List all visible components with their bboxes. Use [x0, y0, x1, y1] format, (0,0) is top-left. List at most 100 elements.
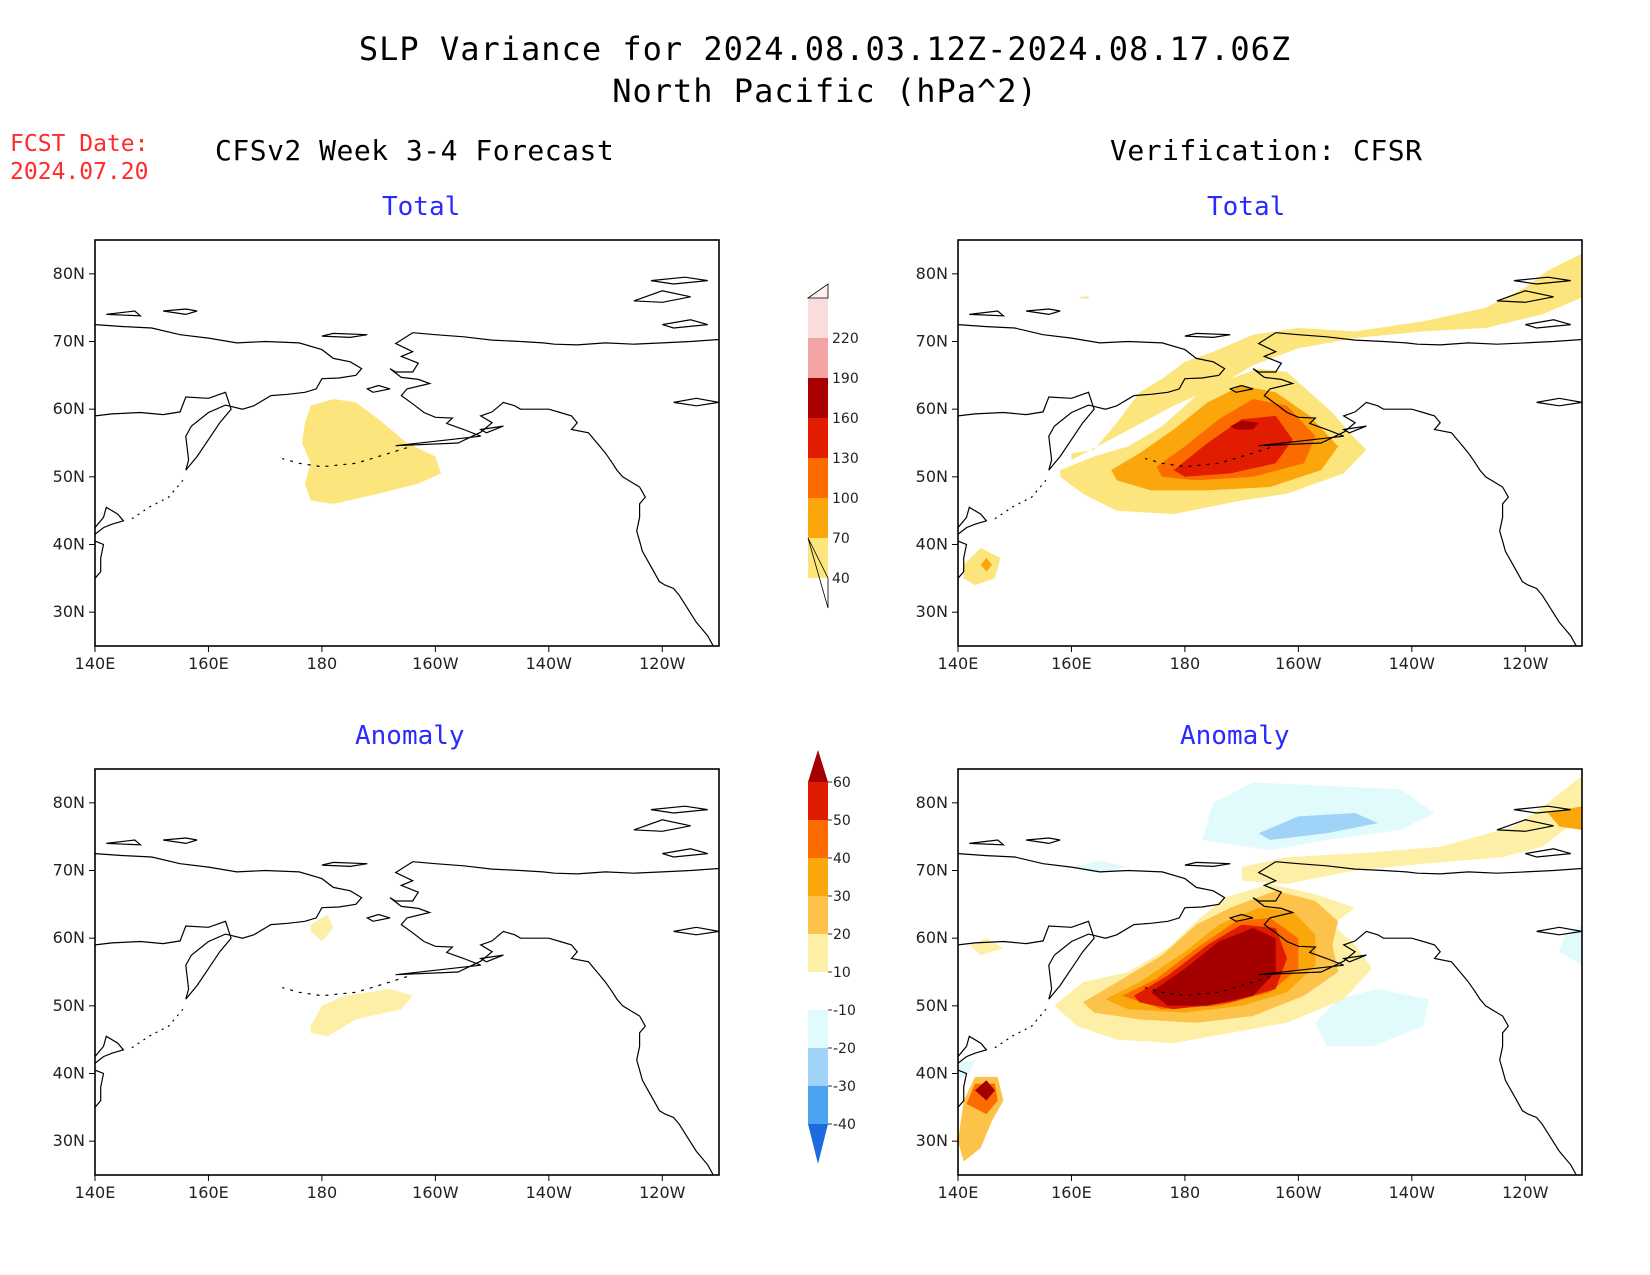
- verif-anomaly-subtitle: Anomaly: [1180, 721, 1290, 751]
- vt-lon-tick-label: 160E: [1051, 654, 1092, 673]
- ft-lat-tick-label: 40N: [53, 535, 85, 554]
- vt-lat-tick-label: 80N: [916, 264, 948, 283]
- total-colorbar-label: 130: [832, 451, 859, 467]
- coast-island-7: [365, 913, 391, 922]
- coast-island-2: [1496, 819, 1554, 832]
- anomaly-colorbar-label: 60: [833, 775, 851, 791]
- coast-island-3: [662, 848, 708, 858]
- coast-island-0: [163, 308, 198, 316]
- ft-frame: [94, 239, 720, 647]
- total-colorbar-label: 70: [832, 531, 850, 547]
- total-colorbar-label: 190: [832, 371, 859, 387]
- coast-island-5: [1536, 926, 1582, 936]
- coast-island-6: [1184, 332, 1231, 339]
- coast-island-8: [478, 954, 504, 963]
- fa-lat-tick-label: 30N: [53, 1131, 85, 1150]
- vt-coastline: [958, 276, 1582, 646]
- va-pos-10-okhotsk: [969, 938, 1004, 956]
- anomaly-colorbar-bottom-arrow: [808, 1124, 828, 1164]
- va-lon-tick-label: 180: [1170, 1183, 1201, 1202]
- anomaly-colorbar-label: 20: [833, 927, 851, 943]
- coast-island-1: [969, 310, 1006, 317]
- fcst-date-label: FCST Date:: [10, 131, 149, 157]
- ft-field-layer: [302, 399, 441, 504]
- vt-field-layer: [963, 253, 1582, 586]
- coast-island-7: [1228, 384, 1254, 393]
- coast-island-2: [1496, 290, 1554, 303]
- anomaly-colorbar-label: -20: [833, 1041, 856, 1057]
- anomaly-colorbar-swatch: [808, 934, 828, 972]
- ft-lon-tick-label: 180: [307, 654, 338, 673]
- va-coastline: [958, 805, 1582, 1175]
- forecast-anomaly-panel: 80N 70N 60N 50N 40N 30N 140E 160E 180 160W 140W 120…: [40, 768, 730, 1213]
- ft-lon-tick-label: 120W: [639, 654, 686, 673]
- coast-island-0: [1026, 308, 1061, 316]
- coast-island-3: [1525, 848, 1571, 858]
- anomaly-colorbar-label: 40: [833, 851, 851, 867]
- total-colorbar-swatch: [808, 298, 828, 338]
- coast-hokkaido: [958, 506, 988, 535]
- fa-lon-tick-label: 160E: [188, 1183, 229, 1202]
- va-neg-10-siberia: [1071, 860, 1129, 874]
- anomaly-colorbar: 60 50 40 30 20 10 -10 -20 -30 -40: [795, 750, 865, 1214]
- vt-lat-tick-label: 30N: [916, 602, 948, 621]
- coast-siberia: [95, 853, 363, 1000]
- anomaly-colorbar-svg: 60 50 40 30 20 10 -10 -20 -30 -40: [808, 750, 856, 1164]
- coast-north-america: [389, 332, 714, 646]
- vt-japan-40: [963, 547, 1001, 586]
- va-neg-20-arctic: [1258, 813, 1378, 840]
- forecast-total-panel: 80N 70N 60N 50N 40N 30N 140E 160E 180 160W 140W 120…: [40, 239, 730, 684]
- coast-island-2: [633, 290, 691, 303]
- fa-frame: [94, 768, 720, 1176]
- anomaly-colorbar-swatch: [808, 972, 828, 1010]
- fa-lat-tick-label: 60N: [53, 928, 85, 947]
- fa-lat-tick-label: 50N: [53, 996, 85, 1015]
- verif-total-map: 80N 70N 60N 50N 40N 30N 140E 160E 180 160W 140W 120…: [916, 239, 1583, 673]
- coast-arctic-america: [412, 861, 719, 875]
- coast-kurils: [131, 1008, 184, 1049]
- coast-island-8: [1341, 954, 1367, 963]
- coast-island-3: [662, 319, 708, 329]
- coast-hokkaido: [958, 1035, 988, 1064]
- verif-anomaly-panel: 80N 70N 60N 50N 40N 30N 140E 160E 180 160W 140W 120…: [903, 768, 1593, 1213]
- fa-contour-10: [310, 988, 413, 1037]
- anomaly-colorbar-swatch: [808, 1086, 828, 1124]
- ft-lon-tick-label: 160W: [412, 654, 459, 673]
- coast-siberia: [958, 324, 1226, 471]
- va-field-layer: [958, 775, 1582, 1162]
- coast-hokkaido: [95, 506, 125, 535]
- vt-speck-40: [1077, 296, 1089, 299]
- va-lat-tick-label: 60N: [916, 928, 948, 947]
- total-colorbar-swatch: [808, 378, 828, 418]
- va-lon-tick-label: 160W: [1275, 1183, 1322, 1202]
- total-colorbar-label: 220: [832, 331, 859, 347]
- coast-island-2: [633, 819, 691, 832]
- coast-island-0: [163, 837, 198, 845]
- coast-hokkaido: [95, 1035, 125, 1064]
- fa-lon-tick-label: 120W: [639, 1183, 686, 1202]
- coast-honshu: [95, 1069, 105, 1108]
- coast-island-1: [969, 839, 1006, 846]
- fa-lon-tick-label: 140W: [526, 1183, 573, 1202]
- fa-contour-10-north: [310, 914, 334, 942]
- figure-title: SLP Variance for 2024.08.03.12Z-2024.08.…: [358, 30, 1292, 68]
- coast-island-0: [1026, 837, 1061, 845]
- verif-total-subtitle: Total: [1207, 192, 1286, 222]
- forecast-total-map: 80N 70N 60N 50N 40N 30N 140E 160E 180 160W 140W 120…: [53, 239, 720, 673]
- va-pos-10-arctic: [1241, 775, 1582, 884]
- vt-lon-tick-label: 140W: [1389, 654, 1436, 673]
- verification-column-heading: Verification: CFSR: [1110, 134, 1423, 167]
- va-lat-tick-label: 50N: [916, 996, 948, 1015]
- coast-north-america: [389, 861, 714, 1175]
- va-pos-30-arctic: [1548, 806, 1582, 830]
- fcst-date-value: 2024.07.20: [10, 159, 149, 185]
- anomaly-colorbar-swatch: [808, 1010, 828, 1048]
- vt-contour-160: [1230, 420, 1259, 430]
- anomaly-colorbar-top-arrow: [808, 750, 828, 782]
- va-neg-10-east: [1559, 924, 1582, 966]
- coast-island-6: [1184, 861, 1231, 868]
- total-colorbar: 40 70 100 130 160 190 220: [795, 280, 865, 614]
- va-neg-10-japan: [958, 1060, 975, 1081]
- fa-lat-tick-label: 70N: [53, 861, 85, 880]
- vt-lat-tick-label: 40N: [916, 535, 948, 554]
